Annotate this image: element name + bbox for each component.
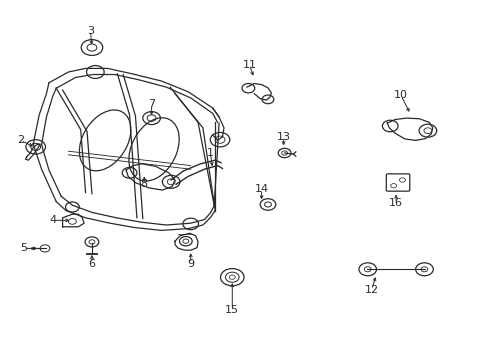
Text: 12: 12 — [364, 285, 378, 295]
Text: 9: 9 — [187, 258, 194, 269]
Text: 10: 10 — [393, 90, 407, 100]
Text: 11: 11 — [242, 60, 256, 70]
Text: 6: 6 — [88, 258, 95, 269]
Text: 7: 7 — [148, 99, 155, 109]
Text: 8: 8 — [141, 179, 147, 189]
Text: 3: 3 — [87, 26, 94, 36]
Text: 13: 13 — [276, 132, 290, 142]
Text: 4: 4 — [49, 215, 56, 225]
Text: 1: 1 — [206, 148, 213, 158]
Text: 2: 2 — [17, 135, 24, 145]
Text: 14: 14 — [254, 184, 268, 194]
Text: 15: 15 — [225, 305, 239, 315]
Text: 5: 5 — [20, 243, 27, 253]
Text: 16: 16 — [388, 198, 402, 208]
